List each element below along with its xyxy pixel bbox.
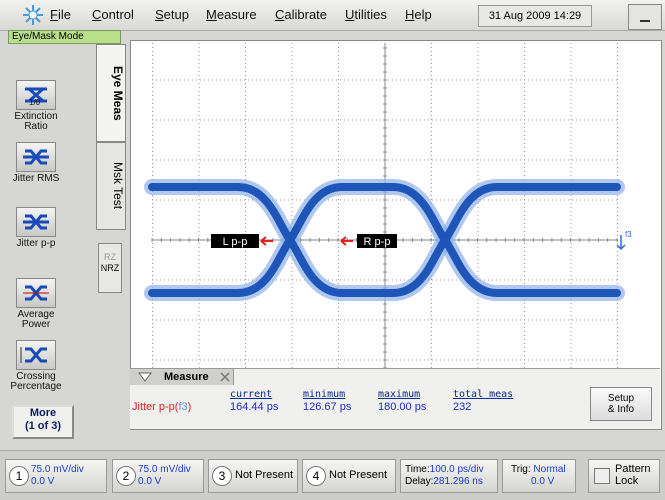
channel-scale: 75.0 mV/div [138, 464, 191, 475]
button-label: Ratio [10, 122, 62, 132]
nrz-label: NRZ [99, 263, 121, 274]
more-button[interactable]: More (1 of 3) [12, 405, 74, 439]
button-label: Power [10, 320, 62, 330]
trigger-button[interactable]: Trig: Normal 0.0 V [502, 459, 576, 493]
setup-label: Setup [591, 393, 651, 404]
channel-number: 4 [306, 466, 326, 486]
channel-3-button[interactable]: 3 Not Present [208, 459, 298, 493]
pattern-lock-button[interactable]: Pattern Lock [588, 459, 660, 493]
menu-measure[interactable]: Measure [206, 7, 257, 22]
lock-label: Lock [615, 476, 638, 487]
menu-bar: File Control Setup Measure Calibrate Uti… [0, 0, 665, 31]
menu-setup[interactable]: Setup [155, 7, 189, 22]
msk-test-tab[interactable]: Msk Test [96, 142, 126, 230]
extinction-ratio-button[interactable]: 1/0 Extinction Ratio [10, 80, 62, 132]
l-pp-arrow [261, 237, 273, 245]
delay-label: Delay: [405, 476, 433, 487]
rz-label: RZ [99, 252, 121, 263]
icon-text: 1/0 [29, 98, 40, 108]
delay-value: 281.296 ns [433, 476, 483, 487]
menu-utilities[interactable]: Utilities [345, 7, 387, 22]
button-icon [16, 340, 56, 370]
ref-marker-arrow [617, 235, 625, 249]
channel-status: Not Present [329, 470, 387, 481]
value-total: 232 [453, 401, 471, 413]
r-pp-marker: R p-p [364, 236, 391, 248]
channel-number: 3 [212, 466, 232, 486]
channel-scale: 75.0 mV/div [31, 464, 84, 475]
menu-control[interactable]: Control [92, 7, 134, 22]
datetime: 31 Aug 2009 14:29 [478, 5, 592, 27]
time-row: Time:100.0 ps/div [405, 464, 484, 475]
l-pp-marker: L p-p [223, 236, 248, 248]
mode-tab: Eye/Mask Mode [8, 30, 121, 44]
menu-file[interactable]: File [50, 7, 71, 22]
more-page: (1 of 3) [14, 420, 72, 433]
close-tab[interactable] [220, 372, 230, 382]
rz-nrz-switch[interactable]: RZ NRZ [98, 243, 122, 293]
header-total: total meas [453, 389, 513, 400]
trig-level: 0.0 V [531, 476, 554, 487]
info-label: & Info [591, 404, 651, 415]
mnemonic: F [50, 7, 58, 22]
menu-calibrate[interactable]: Calibrate [275, 7, 327, 22]
channel-number: 1 [9, 466, 29, 486]
delay-row: Delay:281.296 ns [405, 476, 483, 487]
mnemonic: S [155, 7, 164, 22]
channel-status: Not Present [235, 470, 293, 481]
mnemonic: C [275, 7, 284, 22]
value-maximum: 180.00 ps [378, 401, 426, 413]
button-icon [16, 207, 56, 237]
button-icon [16, 142, 56, 172]
jitter-rms-button[interactable]: Jitter RMS [10, 142, 62, 184]
ref-marker: f3 [625, 230, 632, 239]
scope-app: File Control Setup Measure Calibrate Uti… [0, 0, 665, 500]
channel-offset: 0.0 V [138, 476, 161, 487]
channel-4-button[interactable]: 4 Not Present [302, 459, 396, 493]
minimize-button[interactable] [628, 4, 662, 30]
button-label: Percentage [10, 382, 62, 392]
mnemonic: U [345, 7, 354, 22]
measurement-name: Jitter p-p(f3) [132, 401, 191, 413]
setup-info-button[interactable]: Setup & Info [590, 387, 652, 421]
value-minimum: 126.67 ps [303, 401, 351, 413]
channel-offset: 0.0 V [31, 476, 54, 487]
trig-row: Trig: Normal [511, 464, 566, 475]
lock-checkbox [594, 468, 610, 484]
mnemonic: C [92, 7, 101, 22]
menu-help[interactable]: Help [405, 7, 432, 22]
mnemonic: M [206, 7, 217, 22]
time-label: Time: [405, 464, 430, 475]
header-minimum: minimum [303, 389, 345, 400]
more-label: More [14, 407, 72, 420]
jitter-pp-button[interactable]: Jitter p-p [10, 207, 62, 249]
measurement-source: f3 [178, 401, 187, 413]
eye-diagram: L p-p R p-p f3 [133, 43, 638, 373]
channel-2-button[interactable]: 2 75.0 mV/div 0.0 V [112, 459, 204, 493]
eye-meas-tab[interactable]: Eye Meas [96, 44, 126, 142]
button-icon: 1/0 [16, 80, 56, 110]
button-label: Jitter RMS [10, 174, 62, 184]
measure-panel: Measure current minimum maximum total me… [130, 368, 660, 429]
channel-number: 2 [116, 466, 136, 486]
collapse-arrow[interactable] [138, 372, 152, 382]
time-value: 100.0 ps/div [430, 464, 484, 475]
timebase-button[interactable]: Time:100.0 ps/div Delay:281.296 ns [400, 459, 498, 493]
measurement-label: Jitter p-p( [132, 401, 178, 413]
value-current: 164.44 ps [230, 401, 278, 413]
header-current: current [230, 389, 272, 400]
button-label: Jitter p-p [10, 239, 62, 249]
average-power-button[interactable]: Average Power [10, 278, 62, 330]
status-bar: 1 75.0 mV/div 0.0 V 2 75.0 mV/div 0.0 V … [0, 450, 665, 500]
trig-label: Trig: [511, 464, 531, 475]
channel-1-button[interactable]: 1 75.0 mV/div 0.0 V [5, 459, 107, 493]
header-maximum: maximum [378, 389, 420, 400]
trig-mode: Normal [533, 464, 565, 475]
pattern-label: Pattern [615, 464, 650, 475]
mnemonic: H [405, 7, 414, 22]
button-icon [16, 278, 56, 308]
crossing-percentage-button[interactable]: Crossing Percentage [10, 340, 62, 392]
measurement-close: ) [188, 401, 192, 413]
logo [22, 4, 44, 26]
